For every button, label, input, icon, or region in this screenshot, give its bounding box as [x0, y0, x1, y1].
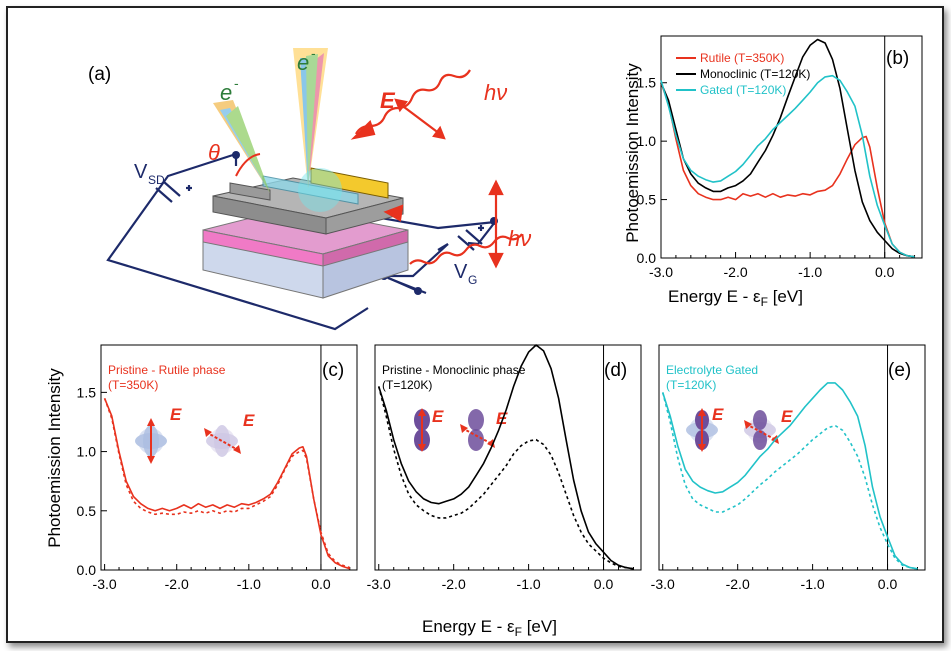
beam-spot [298, 168, 342, 212]
field-label: E [380, 88, 396, 113]
device-schematic: (a) [88, 45, 531, 331]
electron-label-1-sup: - [234, 75, 239, 91]
panel-d-xlabel-main: Energy E - ε [422, 617, 515, 636]
legend-gated: Gated (T=120K) [700, 83, 786, 97]
panel-c-label: (c) [322, 360, 344, 381]
panel-d-frame [374, 344, 642, 571]
panel-d-xtick-label: -2.0 [442, 576, 466, 592]
angle-arc [235, 153, 261, 177]
panel-c-ylabel: Photoemission Intensity [45, 368, 64, 548]
panel-b-xtick-label: -2.0 [724, 264, 748, 280]
panel-b-ytick-label: 1.0 [637, 133, 657, 149]
device-film [212, 167, 404, 235]
panel-e-series-0-solid [661, 382, 918, 570]
panel-e-xtick-label: -2.0 [726, 576, 750, 592]
panel-c-subtitle: (T=350K) [108, 378, 158, 392]
legend-monoclinic: Monoclinic (T=120K) [700, 67, 810, 81]
photon-top [350, 69, 471, 140]
panel-e-frame [658, 344, 926, 571]
panel-e-subtitle: (T=120K) [666, 378, 716, 392]
panel-b-label: (b) [886, 48, 909, 69]
panel-b-ytick-label: 1.5 [637, 75, 657, 91]
panel-d-chart: Pristine - Monoclinic phase (T=120K) (d)… [374, 344, 642, 639]
electron-label-1: e [220, 80, 232, 105]
panel-c-frame [100, 344, 358, 571]
panel-e-label: (e) [888, 360, 911, 381]
panel-b-xlabel-sub: F [761, 295, 768, 309]
legend-rutile: Rutile (T=350K) [700, 51, 784, 65]
figure-canvas: (a) [45, 35, 926, 639]
panel-d-xlabel-unit: [eV] [522, 617, 557, 636]
circuit-wires [106, 152, 498, 331]
vg-label: V [454, 261, 468, 283]
panel-e-field-2: E [781, 407, 793, 426]
photon-label-side: hν [508, 226, 531, 251]
panel-c-xtick-label: -2.0 [165, 576, 189, 592]
panel-e-series-1-dashed [661, 392, 918, 570]
panel-d-title: Pristine - Monoclinic phase [382, 363, 526, 377]
orbital-illustration-c [135, 418, 241, 464]
panel-e-xtick-label: 0.0 [878, 576, 898, 592]
panel-d-subtitle: (T=120K) [382, 378, 432, 392]
orbital-illustration-e [686, 408, 779, 452]
panel-c-ytick-label: 1.0 [77, 444, 97, 460]
panel-b-xtick-label: 0.0 [875, 264, 895, 280]
angle-label: θ [208, 140, 220, 165]
panel-d-xtick-label: 0.0 [594, 576, 614, 592]
panel-c-xtick-label: 0.0 [311, 576, 331, 592]
panel-d-field-1: E [432, 407, 444, 426]
panel-b-ylabel: Photoemission Intensity [623, 63, 642, 243]
panel-c-xtick-label: -1.0 [237, 576, 261, 592]
figure-frame: (a) [6, 6, 944, 643]
panel-b-xlabel: Energy E - εF [eV] [668, 287, 803, 309]
panel-b-chart: Photoemission Intensity Energy E - εF [e… [623, 35, 923, 309]
vsd-sub: SD [148, 173, 165, 187]
panel-c-series-0-solid [103, 398, 351, 570]
panel-b-xtick-label: -1.0 [798, 264, 822, 280]
panel-b-xlabel-main: Energy E - ε [668, 287, 761, 306]
panel-b-ytick-label: 0.5 [637, 192, 657, 208]
vsd-label: V [134, 161, 148, 183]
panel-c-series-1-dashed [103, 398, 351, 569]
panel-c-field-1: E [170, 405, 182, 424]
panel-e-xtick-label: -3.0 [651, 576, 675, 592]
vg-sub: G [468, 273, 477, 287]
panel-d-xlabel-sub: F [515, 625, 522, 639]
panel-b-series-0-solid [660, 82, 915, 258]
vg-source-symbol [457, 225, 484, 251]
panel-c-chart: Photoemission Intensity Pristine - Rutil… [45, 344, 358, 571]
panel-b-ytick-label: 0.0 [637, 250, 657, 266]
panel-c-xtick-label: -3.0 [93, 576, 117, 592]
panel-d-xtick-label: -3.0 [367, 576, 391, 592]
panel-c-title: Pristine - Rutile phase [108, 363, 226, 377]
panel-b-series-2-solid [660, 74, 915, 258]
orbital-illustration-d [414, 408, 495, 452]
photoelectron-beams [213, 48, 328, 193]
photon-side [383, 179, 523, 269]
vsd-source-symbol [155, 181, 192, 203]
panel-c-ytick-label: 0.5 [77, 503, 97, 519]
panel-d-label: (d) [604, 360, 627, 381]
panel-e-chart: Electrolyte Gated (T=120K) (e) E E [658, 344, 926, 571]
panel-e-xtick-label: -1.0 [801, 576, 825, 592]
panel-b-series-1-solid [660, 38, 915, 258]
panel-d-series-0-solid [377, 344, 634, 570]
panel-e-field-1: E [712, 405, 724, 424]
photon-label-top: hν [484, 80, 507, 105]
panel-b-frame [660, 35, 923, 259]
panel-c-ytick-label: 1.5 [77, 384, 97, 400]
panel-c-ytick-label: 0.0 [77, 562, 97, 578]
panel-e-title: Electrolyte Gated [666, 363, 758, 377]
plot-layer: -3.0 -2.0 -1.0 0.00.00.51.01.5-3.0 -2.0 -1.0 0… [77, 36, 919, 592]
panel-c-field-2: E [243, 411, 255, 430]
electron-label-2-sup: - [311, 45, 316, 61]
panel-d-xtick-label: -1.0 [517, 576, 541, 592]
panel-b-legend: Rutile (T=350K) Monoclinic (T=120K) Gate… [676, 51, 810, 97]
panel-a-label: (a) [88, 64, 111, 85]
electron-label-2: e [297, 50, 309, 75]
panel-b-xtick-label: -3.0 [649, 264, 673, 280]
panel-d-xlabel: Energy E - εF [eV] [422, 617, 557, 639]
panel-b-xlabel-unit: [eV] [768, 287, 803, 306]
panel-d-series-1-dashed [377, 386, 634, 570]
